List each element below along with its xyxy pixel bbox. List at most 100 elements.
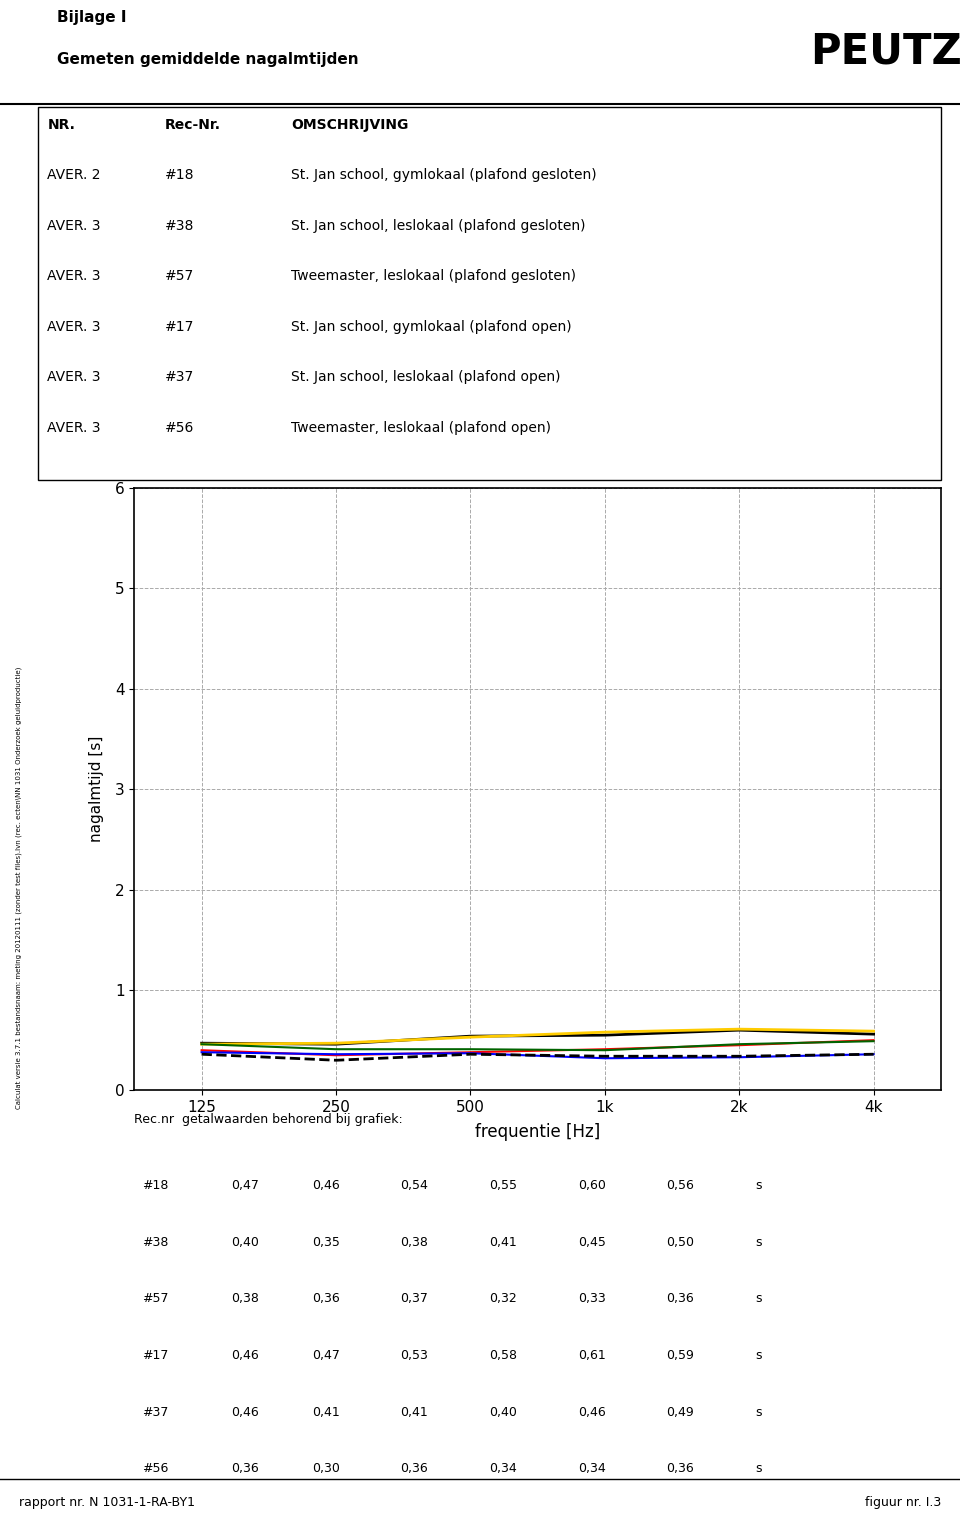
#18: [733, 1022, 745, 1040]
Text: Rec-Nr.: Rec-Nr.: [165, 117, 221, 133]
Text: 0,56: 0,56: [666, 1179, 694, 1193]
Text: NR.: NR.: [47, 117, 75, 133]
Text: Bijlage I: Bijlage I: [57, 11, 127, 26]
Text: #17: #17: [165, 320, 194, 334]
Text: #18: #18: [165, 168, 194, 183]
Text: St. Jan school, gymlokaal (plafond open): St. Jan school, gymlokaal (plafond open): [291, 320, 572, 334]
#37: [733, 1035, 745, 1054]
Text: 0,61: 0,61: [578, 1350, 606, 1362]
#37: [599, 1042, 611, 1060]
Text: s: s: [756, 1292, 762, 1305]
#38: [733, 1035, 745, 1054]
Text: 0,40: 0,40: [490, 1406, 517, 1418]
#18: [196, 1034, 207, 1052]
Text: s: s: [756, 1350, 762, 1362]
Text: AVER. 3: AVER. 3: [47, 270, 101, 284]
#57: [330, 1045, 342, 1063]
Text: AVER. 2: AVER. 2: [47, 168, 101, 183]
Text: 0,47: 0,47: [312, 1350, 340, 1362]
Text: St. Jan school, gymlokaal (plafond gesloten): St. Jan school, gymlokaal (plafond geslo…: [291, 168, 597, 183]
#56: [733, 1048, 745, 1066]
#56: [599, 1048, 611, 1066]
Text: 0,60: 0,60: [578, 1179, 606, 1193]
#56: [330, 1051, 342, 1069]
Text: 0,36: 0,36: [231, 1462, 259, 1476]
Text: 0,34: 0,34: [490, 1462, 517, 1476]
Text: #38: #38: [165, 220, 194, 233]
#17: [599, 1023, 611, 1042]
#38: [868, 1031, 879, 1049]
Text: 0,32: 0,32: [490, 1292, 517, 1305]
Text: 0,46: 0,46: [231, 1350, 259, 1362]
Text: 0,55: 0,55: [490, 1179, 517, 1193]
#18: [868, 1025, 879, 1043]
#57: [599, 1049, 611, 1067]
Text: St. Jan school, leslokaal (plafond gesloten): St. Jan school, leslokaal (plafond geslo…: [291, 220, 586, 233]
#37: [465, 1040, 476, 1058]
Text: #38: #38: [142, 1235, 169, 1249]
Text: AVER. 3: AVER. 3: [47, 421, 101, 435]
Text: #37: #37: [142, 1406, 169, 1418]
Line: #18: #18: [202, 1031, 874, 1045]
Text: AVER. 3: AVER. 3: [47, 371, 101, 384]
Text: 0,46: 0,46: [578, 1406, 606, 1418]
#57: [868, 1045, 879, 1063]
Text: #18: #18: [142, 1179, 169, 1193]
Text: 0,33: 0,33: [578, 1292, 606, 1305]
Line: #38: #38: [202, 1040, 874, 1055]
#56: [868, 1045, 879, 1063]
Line: #37: #37: [202, 1042, 874, 1051]
#56: [196, 1045, 207, 1063]
Text: 0,36: 0,36: [312, 1292, 340, 1305]
#38: [330, 1046, 342, 1064]
Text: 0,54: 0,54: [400, 1179, 428, 1193]
Text: #37: #37: [165, 371, 194, 384]
#38: [465, 1043, 476, 1061]
Text: s: s: [756, 1406, 762, 1418]
Text: Tweemaster, leslokaal (plafond open): Tweemaster, leslokaal (plafond open): [291, 421, 551, 435]
Text: #56: #56: [142, 1462, 169, 1476]
#17: [196, 1035, 207, 1054]
Text: 0,36: 0,36: [666, 1292, 694, 1305]
Text: 0,47: 0,47: [231, 1179, 259, 1193]
#57: [733, 1048, 745, 1066]
Text: 0,50: 0,50: [666, 1235, 695, 1249]
Text: St. Jan school, leslokaal (plafond open): St. Jan school, leslokaal (plafond open): [291, 371, 561, 384]
Text: 0,45: 0,45: [578, 1235, 606, 1249]
Text: Gemeten gemiddelde nagalmtijden: Gemeten gemiddelde nagalmtijden: [57, 52, 358, 67]
Text: 0,36: 0,36: [400, 1462, 428, 1476]
#37: [196, 1035, 207, 1054]
Text: 0,46: 0,46: [231, 1406, 259, 1418]
Text: rapport nr. N 1031-1-RA-BY1: rapport nr. N 1031-1-RA-BY1: [19, 1496, 195, 1508]
Line: #56: #56: [202, 1054, 874, 1060]
#18: [330, 1035, 342, 1054]
Text: 0,53: 0,53: [400, 1350, 428, 1362]
Text: AVER. 3: AVER. 3: [47, 320, 101, 334]
Text: Tweemaster, leslokaal (plafond gesloten): Tweemaster, leslokaal (plafond gesloten): [291, 270, 576, 284]
Text: 0,40: 0,40: [231, 1235, 259, 1249]
Text: 0,35: 0,35: [312, 1235, 340, 1249]
Text: 0,41: 0,41: [490, 1235, 517, 1249]
Text: s: s: [756, 1462, 762, 1476]
Text: OMSCHRIJVING: OMSCHRIJVING: [291, 117, 408, 133]
#38: [196, 1042, 207, 1060]
#57: [465, 1045, 476, 1063]
Text: Rec.nr  getalwaarden behorend bij grafiek:: Rec.nr getalwaarden behorend bij grafiek…: [134, 1113, 403, 1125]
#17: [330, 1034, 342, 1052]
Text: 0,38: 0,38: [400, 1235, 428, 1249]
Text: 0,59: 0,59: [666, 1350, 694, 1362]
Text: figuur nr. I.3: figuur nr. I.3: [865, 1496, 941, 1508]
#57: [196, 1043, 207, 1061]
#56: [465, 1045, 476, 1063]
Text: #57: #57: [142, 1292, 169, 1305]
#17: [868, 1022, 879, 1040]
Text: 0,34: 0,34: [578, 1462, 606, 1476]
X-axis label: frequentie [Hz]: frequentie [Hz]: [475, 1124, 600, 1141]
Text: 0,37: 0,37: [400, 1292, 428, 1305]
Text: 0,41: 0,41: [312, 1406, 340, 1418]
Y-axis label: nagalmtijd [s]: nagalmtijd [s]: [89, 737, 104, 842]
Text: PEUTZ: PEUTZ: [810, 30, 960, 73]
#17: [465, 1028, 476, 1046]
Text: #56: #56: [165, 421, 194, 435]
Text: 0,36: 0,36: [666, 1462, 694, 1476]
